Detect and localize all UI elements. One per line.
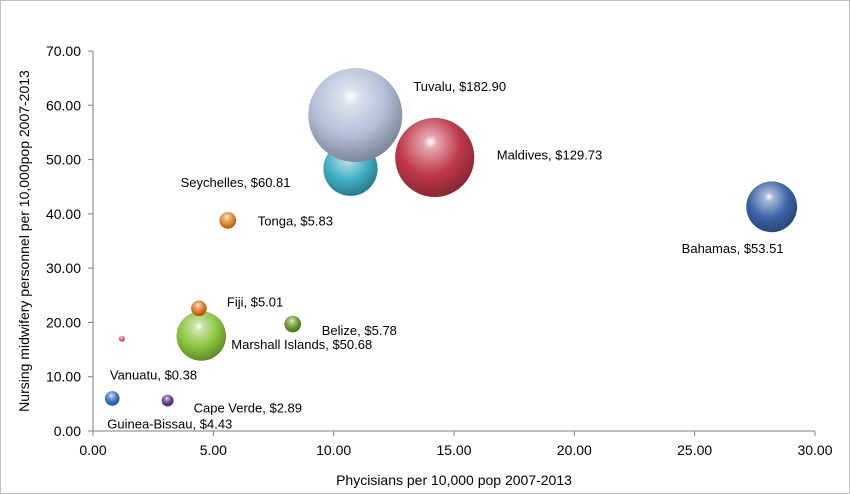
data-label-maldives: Maldives, $129.73 (497, 147, 603, 162)
y-tick-label: 0.00 (54, 423, 81, 439)
x-tick-label: 20.00 (557, 442, 592, 458)
y-tick-label: 20.00 (46, 314, 81, 330)
y-tick-label: 10.00 (46, 369, 81, 385)
data-label-bahamas: Bahamas, $53.51 (682, 241, 784, 256)
x-axis-title: Phycisians per 10,000 pop 2007-2013 (336, 472, 572, 488)
data-label-tonga: Tonga, $5.83 (258, 213, 333, 228)
bubble-fiji (191, 300, 207, 317)
data-label-cape-verde: Cape Verde, $2.89 (194, 401, 302, 416)
bubbles-layer (104, 68, 798, 407)
data-label-guinea-bissau: Guinea-Bissau, $4.43 (107, 416, 232, 431)
x-tick-label: 0.00 (79, 442, 106, 458)
bubble-belize (284, 315, 302, 333)
bubble-guinea-bissau (104, 391, 120, 406)
data-label-belize: Belize, $5.78 (322, 323, 397, 338)
data-label-tuvalu: Tuvalu, $182.90 (413, 79, 506, 94)
data-label-marshall-islands: Marshall Islands, $50.68 (231, 337, 372, 352)
x-tick-label: 5.00 (200, 442, 227, 458)
data-label-fiji: Fiji, $5.01 (227, 294, 283, 309)
bubble-bahamas (746, 181, 798, 233)
y-tick-label: 50.00 (46, 152, 81, 168)
y-tick-label: 60.00 (46, 97, 81, 113)
y-tick-label: 30.00 (46, 260, 81, 276)
axes-layer: 0.00 5.00 10.00 15.00 20.00 25.00 30.00 0.00 10.… (46, 43, 833, 458)
x-tick-label: 30.00 (797, 442, 832, 458)
bubble-vanuatu (118, 335, 125, 342)
data-label-seychelles: Seychelles, $60.81 (181, 175, 291, 190)
y-tick-label: 40.00 (46, 206, 81, 222)
x-tick-label: 10.00 (316, 442, 351, 458)
bubble-tonga (219, 211, 237, 229)
bubble-maldives (395, 117, 475, 197)
x-tick-label: 15.00 (436, 442, 471, 458)
x-tick-label: 25.00 (677, 442, 712, 458)
bubble-tuvalu (308, 68, 403, 163)
bubble-cape-verde (161, 394, 174, 407)
data-labels-layer: Tuvalu, $182.90 Maldives, $129.73 Seychell… (107, 79, 783, 431)
data-label-vanuatu: Vanuatu, $0.38 (110, 368, 197, 383)
y-axis-title: Nursing midwifery personnel per 10,000po… (16, 70, 32, 412)
bubble-marshall-islands (176, 311, 227, 361)
y-tick-label: 70.00 (46, 43, 81, 59)
